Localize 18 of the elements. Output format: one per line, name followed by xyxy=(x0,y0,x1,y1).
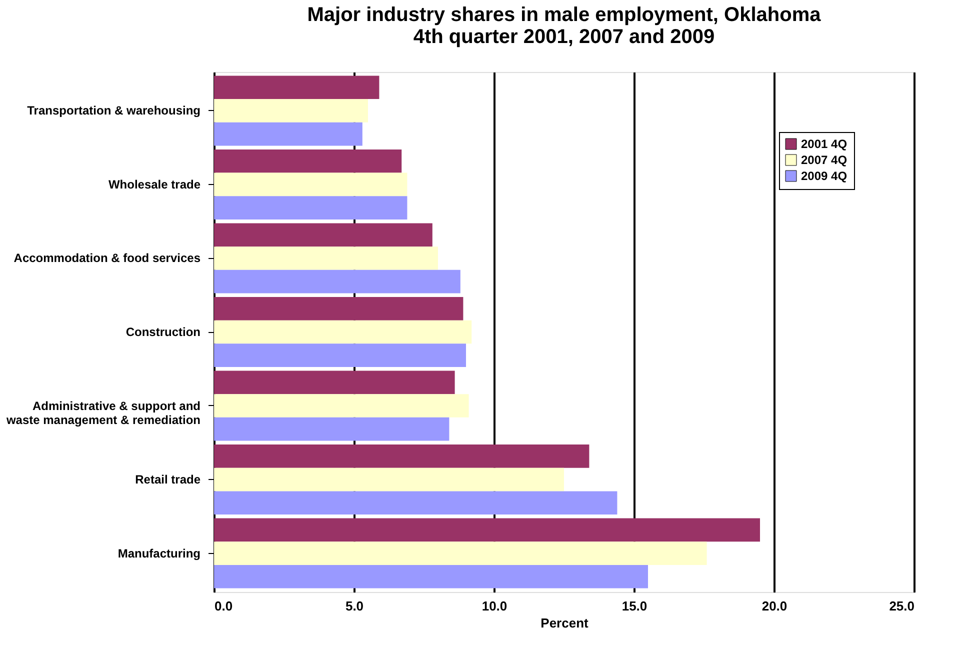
x-tick-label: 25.0 xyxy=(889,598,914,614)
y-tick-label: Retail trade xyxy=(135,472,201,487)
x-tick-label: 0.0 xyxy=(214,598,233,614)
legend-label: 2001 4Q xyxy=(801,137,848,151)
y-tick-label: Transportation & warehousing xyxy=(27,104,200,118)
x-tick-label: 20.0 xyxy=(762,598,788,614)
x-tick-label: 15.0 xyxy=(622,598,648,614)
x-axis-title: Percent xyxy=(540,616,590,630)
y-tick-label: Construction xyxy=(126,325,200,339)
x-tick-label: 10.0 xyxy=(482,598,508,614)
y-tick-label: Administrative & support and waste management & remediation xyxy=(5,398,200,427)
legend-label: 2009 4Q xyxy=(801,169,848,183)
y-tick-label: Accommodation & food services xyxy=(14,251,201,266)
legend-label: 2007 4Q xyxy=(801,153,848,167)
y-tick-label: Manufacturing xyxy=(118,546,200,560)
y-tick-label: Wholesale trade xyxy=(108,177,201,192)
chart-title: Major industry shares in male employment, Oklahoma 4th quarter 2001, 2007 and 2009 xyxy=(307,4,822,48)
x-tick-label: 5.0 xyxy=(345,598,364,614)
